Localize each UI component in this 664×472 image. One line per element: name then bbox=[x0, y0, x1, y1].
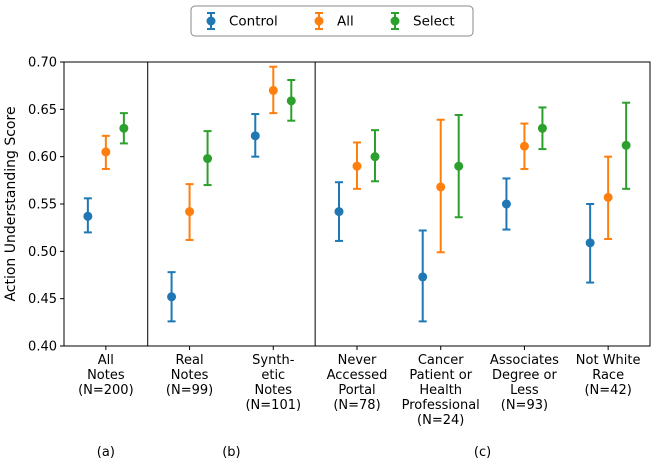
errorbar-all-cat3 bbox=[352, 141, 362, 190]
point-marker bbox=[370, 152, 380, 162]
legend-marker-icon bbox=[390, 16, 400, 26]
point-marker bbox=[185, 207, 195, 217]
errorbar-all-cat4 bbox=[436, 118, 446, 254]
errorbar-all-cat0 bbox=[101, 134, 111, 170]
y-axis-label: Action Understanding Score bbox=[3, 106, 19, 301]
x-tick-label: All Notes (N=200) bbox=[78, 353, 134, 398]
point-marker bbox=[436, 182, 446, 192]
x-tick-label: Real Notes (N=99) bbox=[166, 353, 213, 398]
point-marker bbox=[334, 207, 344, 217]
errorbar-all-cat5 bbox=[519, 122, 529, 170]
errorbar-select-cat0 bbox=[119, 112, 129, 145]
point-marker bbox=[83, 211, 93, 221]
errorbar-select-cat2 bbox=[286, 78, 296, 122]
y-tick-label: 0.55 bbox=[28, 198, 57, 213]
legend-item-all: All bbox=[314, 12, 354, 30]
errorbar-control-cat0 bbox=[83, 197, 93, 234]
legend-label: Select bbox=[413, 14, 455, 30]
errorbar-all-cat1 bbox=[185, 183, 195, 241]
point-marker bbox=[519, 141, 529, 151]
errorbar-all-cat6 bbox=[603, 155, 613, 241]
y-tick-label: 0.45 bbox=[28, 292, 57, 307]
errorbar-select-cat5 bbox=[537, 106, 547, 151]
errorbar-control-cat1 bbox=[167, 271, 177, 323]
point-marker bbox=[250, 131, 260, 141]
legend-label: All bbox=[337, 14, 354, 30]
point-marker bbox=[603, 192, 613, 202]
y-tick-label: 0.40 bbox=[28, 340, 57, 355]
errorbar-select-cat3 bbox=[370, 129, 380, 183]
y-tick-label: 0.60 bbox=[28, 150, 57, 165]
point-marker bbox=[537, 123, 547, 133]
errorbar-control-cat6 bbox=[585, 203, 595, 284]
plot-border bbox=[63, 61, 651, 347]
point-marker bbox=[621, 140, 631, 150]
point-marker bbox=[203, 154, 213, 164]
point-marker bbox=[101, 147, 111, 157]
errorbar-control-cat3 bbox=[334, 181, 344, 242]
legend-box bbox=[190, 5, 474, 37]
y-tick-label: 0.65 bbox=[28, 103, 57, 118]
x-tick-label: Never Accessed Portal (N=78) bbox=[327, 353, 388, 413]
y-tick-label: 0.70 bbox=[28, 56, 57, 71]
point-marker bbox=[418, 272, 428, 282]
panel-label: (b) bbox=[222, 445, 240, 460]
errorbar-control-cat5 bbox=[501, 177, 511, 231]
x-tick-label: Associates Degree or Less (N=93) bbox=[490, 353, 559, 413]
point-marker bbox=[286, 96, 296, 106]
panel-label: (c) bbox=[474, 445, 491, 460]
errorbar-control-cat2 bbox=[250, 113, 260, 158]
errorbar-select-cat1 bbox=[203, 130, 213, 187]
legend-item-select: Select bbox=[390, 12, 455, 30]
errorbar-select-cat4 bbox=[454, 114, 464, 219]
y-tick-label: 0.50 bbox=[28, 245, 57, 260]
panel-label: (a) bbox=[97, 445, 115, 460]
point-marker bbox=[585, 238, 595, 248]
legend-item-control: Control bbox=[206, 12, 278, 30]
point-marker bbox=[167, 292, 177, 302]
point-marker bbox=[501, 199, 511, 209]
point-marker bbox=[268, 85, 278, 95]
x-tick-label: Not White Race (N=42) bbox=[576, 353, 641, 398]
point-marker bbox=[119, 123, 129, 133]
legend-marker-icon bbox=[314, 16, 324, 26]
x-tick-label: Synth-etic Notes (N=101) bbox=[245, 353, 301, 413]
point-marker bbox=[352, 161, 362, 171]
errorbar-select-cat6 bbox=[621, 101, 631, 190]
errorbar-all-cat2 bbox=[268, 65, 278, 115]
x-tick-label: Cancer Patient or Health Professional (N=24) bbox=[402, 353, 480, 428]
legend-label: Control bbox=[229, 14, 278, 30]
legend-marker-icon bbox=[206, 16, 216, 26]
errorbar-control-cat4 bbox=[418, 229, 428, 323]
point-marker bbox=[454, 161, 464, 171]
